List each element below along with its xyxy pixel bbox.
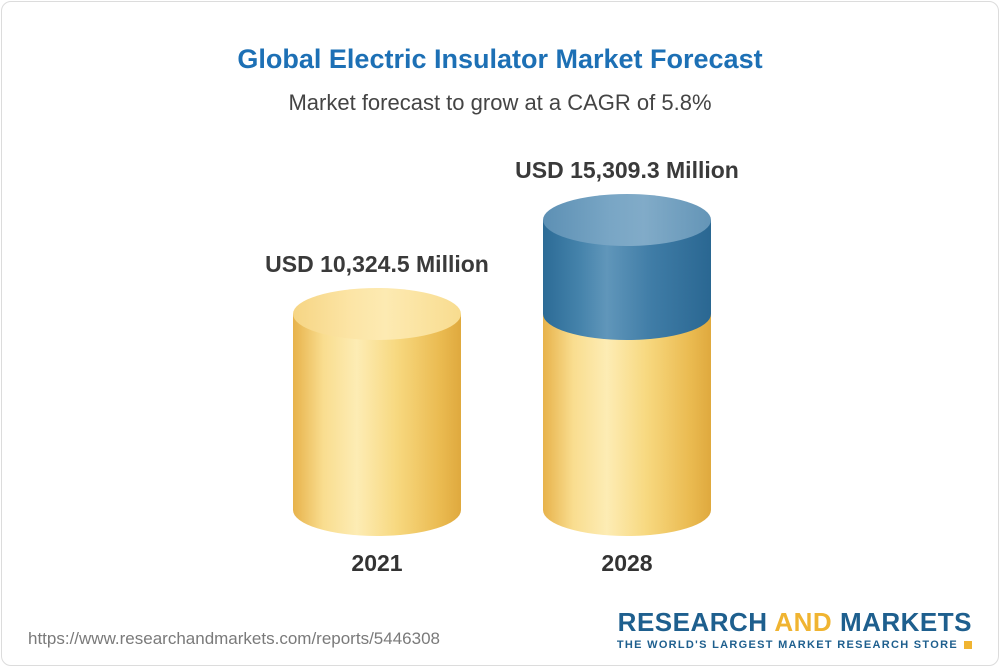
chart-subtitle: Market forecast to grow at a CAGR of 5.8… <box>288 90 712 115</box>
logo-word-and: AND <box>774 606 833 637</box>
logo-word-markets: MARKETS <box>839 606 972 637</box>
logo-yellow-square-icon <box>964 641 972 649</box>
bar-2021-category-label: 2021 <box>351 550 403 576</box>
chart-title: Global Electric Insulator Market Forecas… <box>237 44 763 74</box>
bar-2021: USD 10,324.5 Million 2021 <box>265 251 489 576</box>
report-url-link[interactable]: https://www.researchandmarkets.com/repor… <box>28 629 440 648</box>
bar-2021-top-ellipse <box>293 288 461 340</box>
bar-2021-body <box>293 314 461 536</box>
bar-2028-base-segment <box>543 314 711 536</box>
bar-2028-top-ellipse <box>543 194 711 246</box>
bar-2028-category-label: 2028 <box>601 550 653 576</box>
logo-tagline: THE WORLD'S LARGEST MARKET RESEARCH STOR… <box>617 639 972 651</box>
bar-2028-value-label: USD 15,309.3 Million <box>515 157 739 183</box>
logo-wordmark: RESEARCH AND MARKETS <box>617 606 972 637</box>
research-and-markets-logo[interactable]: RESEARCH AND MARKETS THE WORLD'S LARGEST… <box>617 606 972 651</box>
logo-tagline-text: THE WORLD'S LARGEST MARKET RESEARCH STOR… <box>616 639 958 651</box>
bar-2021-value-label: USD 10,324.5 Million <box>265 251 489 277</box>
bar-2028: USD 15,309.3 Million 2028 <box>515 157 739 576</box>
logo-word-research: RESEARCH <box>617 606 768 637</box>
